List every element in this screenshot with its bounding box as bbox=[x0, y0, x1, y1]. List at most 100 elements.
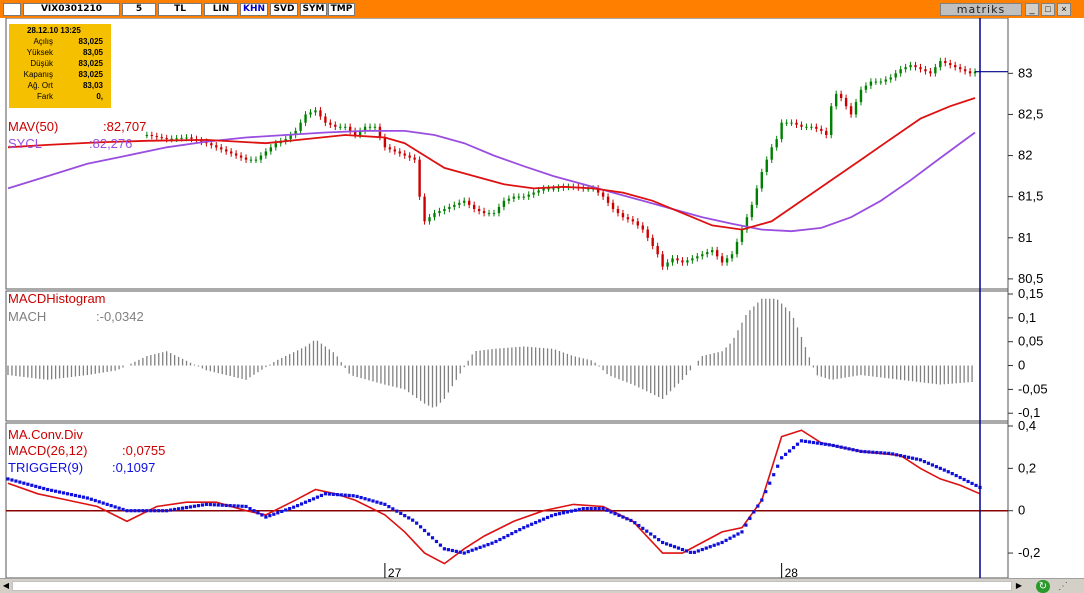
price-candle bbox=[423, 196, 426, 222]
price-candle bbox=[477, 209, 481, 212]
trigger-point bbox=[875, 450, 879, 455]
resize-grip-icon[interactable]: ⋰ bbox=[1058, 581, 1068, 592]
price-candle bbox=[626, 217, 630, 220]
trigger-point bbox=[133, 509, 137, 513]
price-candle bbox=[309, 112, 312, 115]
scroll-track[interactable] bbox=[12, 581, 1012, 591]
price-candle bbox=[229, 151, 233, 154]
trigger-point bbox=[188, 505, 193, 509]
trigger-point bbox=[815, 441, 819, 445]
trigger-point bbox=[954, 473, 958, 478]
histogram-axis-tick-label: 0,15 bbox=[1018, 286, 1043, 301]
price-candle bbox=[795, 122, 798, 125]
trigger-point bbox=[756, 504, 760, 508]
price-candle bbox=[225, 149, 228, 152]
trigger-point bbox=[764, 490, 768, 494]
price-candle bbox=[170, 138, 173, 140]
trigger-point bbox=[180, 506, 185, 510]
price-candle bbox=[334, 124, 337, 127]
histogram-axis-tick-label: 0,1 bbox=[1018, 310, 1036, 325]
price-candle bbox=[676, 258, 679, 261]
chart-type-button[interactable]: KHN bbox=[240, 3, 268, 16]
trigger-point bbox=[228, 504, 232, 508]
info-value: 83,03 bbox=[82, 81, 103, 90]
price-candle bbox=[408, 155, 411, 158]
save-button[interactable]: SVD bbox=[270, 3, 298, 16]
trigger-point bbox=[105, 502, 109, 506]
trigger-point bbox=[335, 493, 339, 497]
price-candle bbox=[472, 204, 476, 209]
price-candle bbox=[914, 65, 917, 68]
macd-title: MA.Conv.Div bbox=[8, 427, 83, 442]
price-candle bbox=[859, 89, 863, 103]
trigger-point bbox=[534, 520, 538, 525]
trigger-point bbox=[208, 502, 212, 507]
price-axis-tick-label: 80,5 bbox=[1018, 271, 1043, 286]
trigger-point bbox=[740, 530, 744, 534]
histogram-axis-tick-label: 0,05 bbox=[1018, 334, 1043, 349]
trigger-point bbox=[633, 521, 637, 525]
trigger-point bbox=[296, 504, 300, 508]
symbol-field[interactable]: VIX0301210 bbox=[23, 3, 120, 16]
chart-area[interactable]: 80,5 81 81,5 82 82,5 83 0,15 0,1 0,05 0 -0,05 -0,1 0… bbox=[0, 17, 1084, 580]
price-candle bbox=[363, 126, 367, 131]
price-candle bbox=[284, 139, 287, 142]
trigger-point bbox=[581, 506, 585, 511]
price-candle bbox=[210, 143, 213, 146]
mav-legend-value: :82,707 bbox=[103, 119, 146, 134]
trigger-point bbox=[462, 551, 466, 555]
price-candle bbox=[294, 130, 297, 135]
price-axis-tick-label: 82 bbox=[1018, 148, 1032, 163]
price-candle bbox=[487, 213, 491, 215]
trigger-point bbox=[522, 526, 526, 530]
template-button[interactable]: TMP bbox=[328, 3, 355, 16]
info-row: Fark 0, bbox=[9, 92, 109, 102]
trigger-point bbox=[93, 498, 97, 503]
info-label: Fark bbox=[37, 92, 53, 101]
scale-button[interactable]: LIN bbox=[204, 3, 238, 16]
trigger-point bbox=[859, 449, 863, 454]
trigger-point bbox=[827, 443, 831, 447]
trigger-point bbox=[359, 495, 363, 500]
price-candle bbox=[393, 149, 397, 152]
trigger-point bbox=[212, 503, 216, 507]
close-icon[interactable]: × bbox=[1057, 3, 1071, 16]
price-candle bbox=[830, 106, 833, 135]
trigger-point bbox=[438, 543, 443, 547]
price-candle bbox=[552, 188, 555, 190]
minimize-icon[interactable]: _ bbox=[1025, 3, 1039, 16]
scroll-left-icon[interactable]: ◀ bbox=[2, 581, 10, 590]
trigger-point bbox=[883, 451, 887, 455]
trigger-point bbox=[514, 530, 518, 534]
price-candle bbox=[755, 188, 759, 205]
trigger-point bbox=[914, 457, 919, 461]
price-candle bbox=[904, 67, 907, 70]
horizontal-scrollbar[interactable]: ◀ ▶ ↻ ⋰ bbox=[0, 578, 1084, 593]
refresh-icon[interactable]: ↻ bbox=[1036, 580, 1050, 593]
price-candle bbox=[641, 225, 644, 230]
histogram-plot bbox=[7, 298, 973, 408]
trigger-point bbox=[121, 507, 125, 512]
trigger-point bbox=[569, 509, 573, 513]
trigger-point bbox=[502, 535, 506, 540]
maximize-icon[interactable]: □ bbox=[1041, 3, 1055, 16]
matriks-logo-icon bbox=[3, 3, 21, 16]
trigger-point bbox=[748, 516, 752, 520]
trigger-point bbox=[906, 455, 911, 459]
trigger-point bbox=[426, 532, 431, 536]
price-candle bbox=[790, 122, 793, 124]
trigger-point bbox=[280, 509, 284, 514]
trigger-point bbox=[446, 548, 450, 552]
period-button[interactable]: 5 bbox=[122, 3, 156, 16]
price-candle bbox=[854, 102, 858, 115]
price-candle bbox=[180, 137, 183, 139]
price-candle bbox=[324, 116, 327, 123]
currency-button[interactable]: TL bbox=[158, 3, 202, 16]
trigger-point bbox=[780, 456, 784, 460]
price-candle bbox=[869, 81, 873, 86]
price-candle bbox=[924, 69, 927, 72]
trigger-point bbox=[664, 542, 669, 546]
price-candle bbox=[344, 126, 347, 128]
scroll-right-icon[interactable]: ▶ bbox=[1015, 581, 1023, 590]
symbol-button[interactable]: SYM bbox=[300, 3, 327, 16]
